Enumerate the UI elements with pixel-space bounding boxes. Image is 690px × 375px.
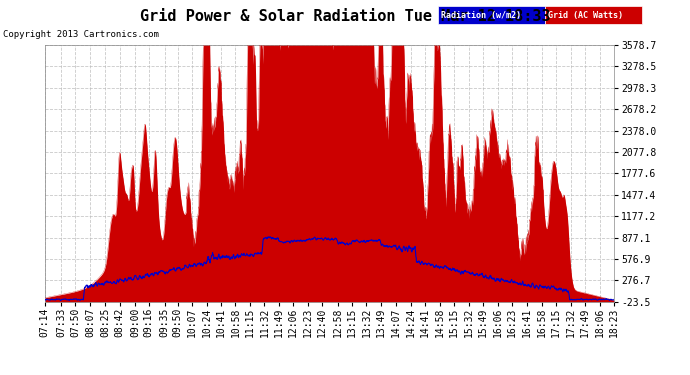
Text: Grid Power & Solar Radiation Tue Mar 12 18:33: Grid Power & Solar Radiation Tue Mar 12 …	[139, 9, 551, 24]
Text: Copyright 2013 Cartronics.com: Copyright 2013 Cartronics.com	[3, 30, 159, 39]
Text: Radiation (w/m2): Radiation (w/m2)	[441, 11, 521, 20]
Text: Grid (AC Watts): Grid (AC Watts)	[548, 11, 623, 20]
